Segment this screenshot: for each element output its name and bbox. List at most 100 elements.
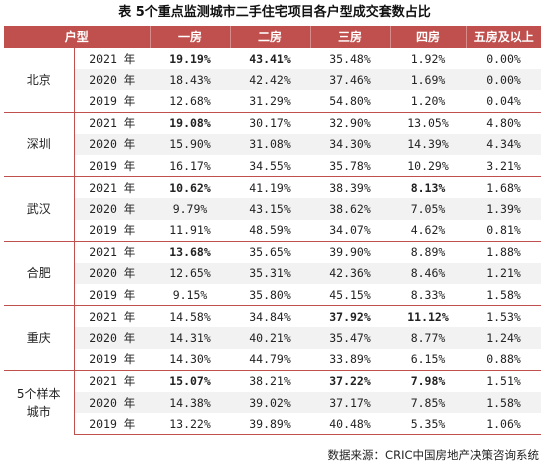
share-value-cell: 37.17% [310,392,391,414]
table-row: 2020 年 14.38% 39.02% 37.17% 7.85% 1.58% [4,392,542,414]
year-cell: 2019 年 [74,413,151,436]
table-row: 重庆 2021 年 14.58% 34.84% 37.92% 11.12% 1.53% [4,305,542,371]
share-value-cell: 40.48% [310,413,391,436]
share-value-cell: 31.29% [249,93,291,108]
share-value-cell: 38.21% [230,369,311,392]
share-value-cell: 45.15% [329,287,371,302]
share-value-cell: 1.58% [486,287,521,302]
table-row: 北京 2021 年 19.19% 43.41% 35.48% 1.92% 0.00% [4,47,542,113]
table-row: 深圳 2021 年 19.08% 30.17% 32.90% 13.05% 4.80% [4,111,542,177]
share-value-cell: 18.43% [150,69,231,91]
city-name: 5个样本城市 [4,369,75,435]
share-value-cell: 34.30% [310,133,391,155]
share-value-cell: 4.62% [410,223,446,238]
share-value-cell: 8.33% [410,287,446,302]
share-value-cell: 14.31% [150,327,231,349]
year-cell: 2019 年 [89,158,136,173]
year-cell: 2021 年 [74,47,151,70]
share-value-cell: 39.89% [230,413,311,436]
share-value-cell: 41.19% [230,176,311,199]
share-value-cell: 34.07% [329,223,371,238]
share-value-cell: 30.17% [230,111,311,134]
share-value-cell: 9.15% [172,287,208,302]
share-value-cell: 35.65% [230,240,311,263]
share-value-cell: 33.89% [329,352,371,367]
city-name: 武汉 [4,176,75,242]
share-value-cell: 1.92% [390,47,467,70]
share-value-cell: 19.19% [150,47,231,70]
city-name: 北京 [4,47,75,113]
share-value-cell: 9.79% [150,198,231,220]
share-value-cell: 34.55% [249,158,291,173]
share-value-cell: 16.17% [169,158,211,173]
share-value-cell: 1.88% [466,240,542,263]
year-cell: 2019 年 [89,352,136,367]
share-value-cell: 10.62% [150,176,231,199]
share-value-cell: 11.12% [390,305,467,328]
share-value-cell: 12.65% [150,262,231,285]
year-cell: 2019 年 [89,93,136,108]
year-cell: 2019 年 [89,223,136,238]
header-cell: 五房及以上 [466,26,542,48]
share-value-cell: 3.21% [486,158,521,173]
share-value-cell: 8.77% [390,327,467,349]
share-value-cell: 0.00% [466,47,542,70]
share-value-cell: 32.90% [310,111,391,134]
housing-type-share-table: 户型 一房 二房 三房 四房 五房及以上 北京 2021 年 19.19% 43.41… [4,26,542,436]
table-row: 5个样本城市 2021 年 15.07% 38.21% 37.22% 7.98% 1.51% [4,369,542,435]
year-cell: 2020 年 [74,327,151,349]
share-value-cell: 1.58% [466,392,542,414]
share-value-cell: 42.42% [230,69,311,91]
year-cell: 2020 年 [74,392,151,414]
share-value-cell: 35.48% [310,47,391,70]
share-value-cell: 37.92% [310,305,391,328]
share-value-cell: 37.46% [310,69,391,91]
share-value-cell: 1.53% [466,305,542,328]
city-name: 重庆 [4,305,75,371]
table-row: 2020 年 12.65% 35.31% 42.36% 8.46% 1.21% [4,262,542,285]
share-value-cell: 1.06% [466,413,542,436]
year-cell: 2020 年 [74,133,151,155]
share-value-cell: 15.07% [150,369,231,392]
share-value-cell: 8.89% [390,240,467,263]
share-value-cell: 13.68% [150,240,231,263]
share-value-cell: 1.24% [466,327,542,349]
share-value-cell: 35.47% [310,327,391,349]
table-row: 2019 年 16.17% 34.55% 35.78% 10.29% 3.21% [4,155,541,177]
table-row: 2019 年 12.68% 31.29% 54.80% 1.20% 0.04% [4,90,541,112]
share-value-cell: 15.90% [150,133,231,155]
header-row: 户型 一房 二房 三房 四房 五房及以上 [4,26,542,48]
table-row: 合肥 2021 年 13.68% 35.65% 39.90% 8.89% 1.88% [4,240,542,306]
table-row: 2019 年 11.91% 48.59% 34.07% 4.62% 0.81% [4,220,541,242]
share-value-cell: 8.46% [390,262,467,285]
table-row: 2020 年 18.43% 42.42% 37.46% 1.69% 0.00% [4,69,542,91]
table-row: 2020 年 15.90% 31.08% 34.30% 14.39% 4.34% [4,133,542,155]
year-cell: 2019 年 [89,287,136,302]
share-value-cell: 42.36% [310,262,391,285]
city-name: 深圳 [4,111,75,177]
year-cell: 2020 年 [74,69,151,91]
year-cell: 2021 年 [74,111,151,134]
share-value-cell: 11.91% [169,223,211,238]
share-value-cell: 7.85% [390,392,467,414]
share-value-cell: 13.05% [390,111,467,134]
share-value-cell: 0.00% [466,69,542,91]
share-value-cell: 0.04% [486,93,521,108]
share-value-cell: 38.39% [310,176,391,199]
share-value-cell: 34.84% [230,305,311,328]
header-cell: 四房 [390,26,467,48]
share-value-cell: 14.30% [169,352,211,367]
table-row: 2020 年 9.79% 43.15% 38.62% 7.05% 1.39% [4,198,542,220]
share-value-cell: 4.34% [466,133,542,155]
table-row: 2019 年 13.22% 39.89% 40.48% 5.35% 1.06% [4,413,542,436]
share-value-cell: 19.08% [150,111,231,134]
share-value-cell: 14.58% [150,305,231,328]
share-value-cell: 1.69% [390,69,467,91]
share-value-cell: 1.20% [410,93,446,108]
share-value-cell: 31.08% [230,133,311,155]
share-value-cell: 0.81% [486,223,521,238]
year-cell: 2021 年 [74,176,151,199]
share-value-cell: 1.51% [466,369,542,392]
year-cell: 2021 年 [74,240,151,263]
year-cell: 2021 年 [74,369,151,392]
